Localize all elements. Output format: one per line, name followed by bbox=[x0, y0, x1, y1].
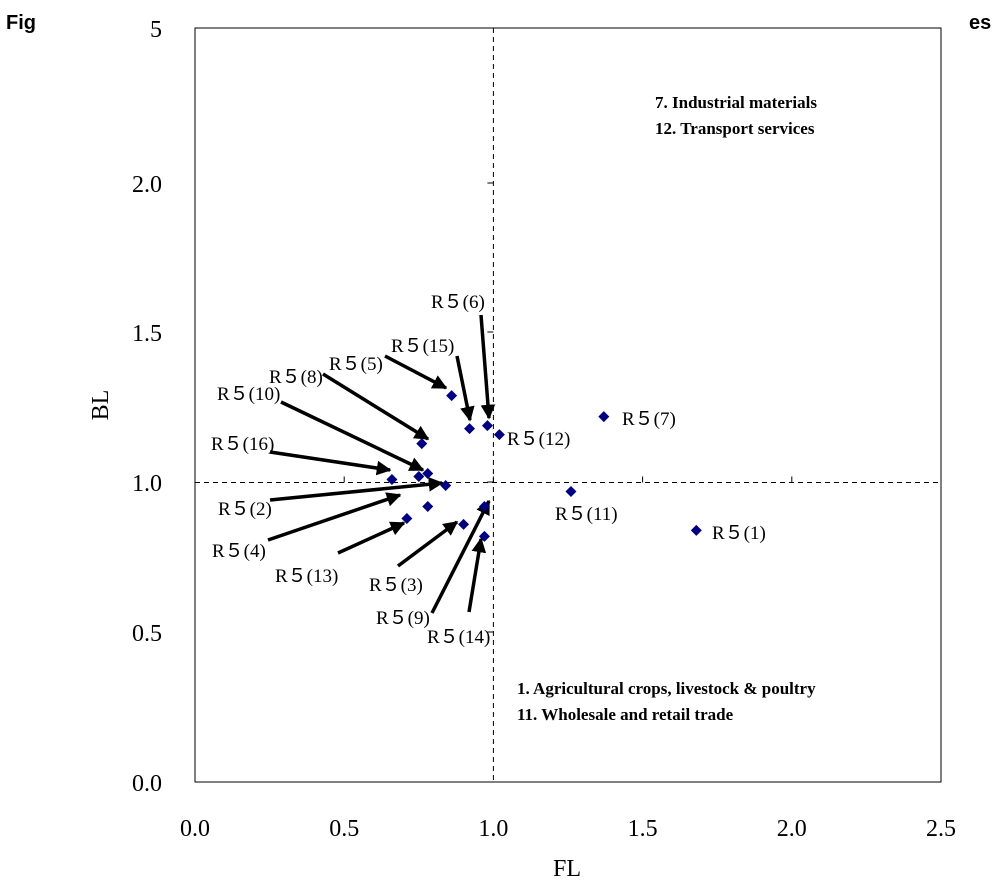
label-arrow bbox=[396, 520, 459, 568]
point-label: R５(14) bbox=[427, 627, 490, 648]
point-label: R５(11) bbox=[555, 504, 618, 525]
data-point bbox=[446, 390, 458, 402]
label-arrow bbox=[430, 499, 491, 614]
point-label: R５(3) bbox=[369, 575, 423, 596]
y-tick-label: 1.0 bbox=[132, 471, 162, 497]
data-point bbox=[416, 438, 428, 450]
label-arrow bbox=[467, 537, 487, 613]
data-point bbox=[690, 524, 702, 536]
y-tick-label: 0.0 bbox=[132, 771, 162, 797]
data-point bbox=[565, 485, 577, 497]
x-tick-label: 1.5 bbox=[628, 816, 658, 842]
sector-annotation: 11. Wholesale and retail trade bbox=[517, 705, 734, 724]
data-point bbox=[481, 420, 493, 432]
label-arrow bbox=[280, 400, 425, 472]
point-label: R５(13) bbox=[275, 566, 338, 587]
label-arrow bbox=[269, 476, 444, 502]
point-label: R５(2) bbox=[218, 499, 272, 520]
data-point bbox=[401, 512, 413, 524]
point-label: R５(4) bbox=[212, 541, 266, 562]
sector-annotation: 7. Industrial materials bbox=[655, 93, 817, 112]
header-fragment-right: es bbox=[969, 12, 992, 34]
y-tick-label: 2.0 bbox=[132, 172, 162, 198]
point-label: R５(16) bbox=[211, 434, 274, 455]
label-arrow bbox=[267, 492, 402, 542]
point-label: R５(5) bbox=[329, 354, 383, 375]
y-tick-label: 5 bbox=[150, 17, 162, 43]
point-label: R５(1) bbox=[712, 523, 766, 544]
point-label: R５(10) bbox=[217, 384, 280, 405]
x-tick-label: 0.0 bbox=[180, 816, 210, 842]
data-point bbox=[478, 500, 490, 512]
x-axis-title: FL bbox=[553, 856, 581, 882]
point-label: R５(12) bbox=[507, 429, 570, 450]
label-arrow bbox=[269, 450, 392, 476]
sector-annotation: 12. Transport services bbox=[655, 119, 815, 138]
y-axis-title: BL bbox=[88, 390, 114, 421]
x-tick-label: 2.0 bbox=[777, 816, 807, 842]
y-tick-label: 0.5 bbox=[132, 621, 162, 647]
x-tick-label: 2.5 bbox=[926, 816, 956, 842]
label-arrow bbox=[455, 355, 475, 422]
sector-annotation: 1. Agricultural crops, livestock & poult… bbox=[517, 679, 816, 698]
point-label: R５(15) bbox=[391, 336, 454, 357]
point-label: R５(7) bbox=[622, 409, 676, 430]
point-label: R５(9) bbox=[376, 608, 430, 629]
label-arrow bbox=[322, 372, 430, 441]
data-point bbox=[386, 474, 398, 486]
x-tick-label: 1.0 bbox=[478, 816, 508, 842]
label-arrow bbox=[384, 354, 448, 390]
data-point bbox=[598, 411, 610, 423]
label-arrow bbox=[337, 521, 406, 555]
data-point bbox=[478, 530, 490, 542]
label-arrow bbox=[479, 314, 496, 420]
data-point bbox=[413, 471, 425, 483]
data-point bbox=[464, 423, 476, 435]
data-point bbox=[422, 500, 434, 512]
point-label: R５(8) bbox=[269, 367, 323, 388]
plot-frame bbox=[194, 27, 942, 783]
data-point bbox=[422, 468, 434, 480]
data-point bbox=[493, 429, 505, 441]
x-tick-label: 0.5 bbox=[329, 816, 359, 842]
y-tick-label: 1.5 bbox=[132, 321, 162, 347]
header-fragment-left: Fig bbox=[6, 12, 36, 34]
data-point bbox=[458, 518, 470, 530]
point-label: R５(6) bbox=[431, 292, 485, 313]
data-point bbox=[440, 479, 452, 491]
